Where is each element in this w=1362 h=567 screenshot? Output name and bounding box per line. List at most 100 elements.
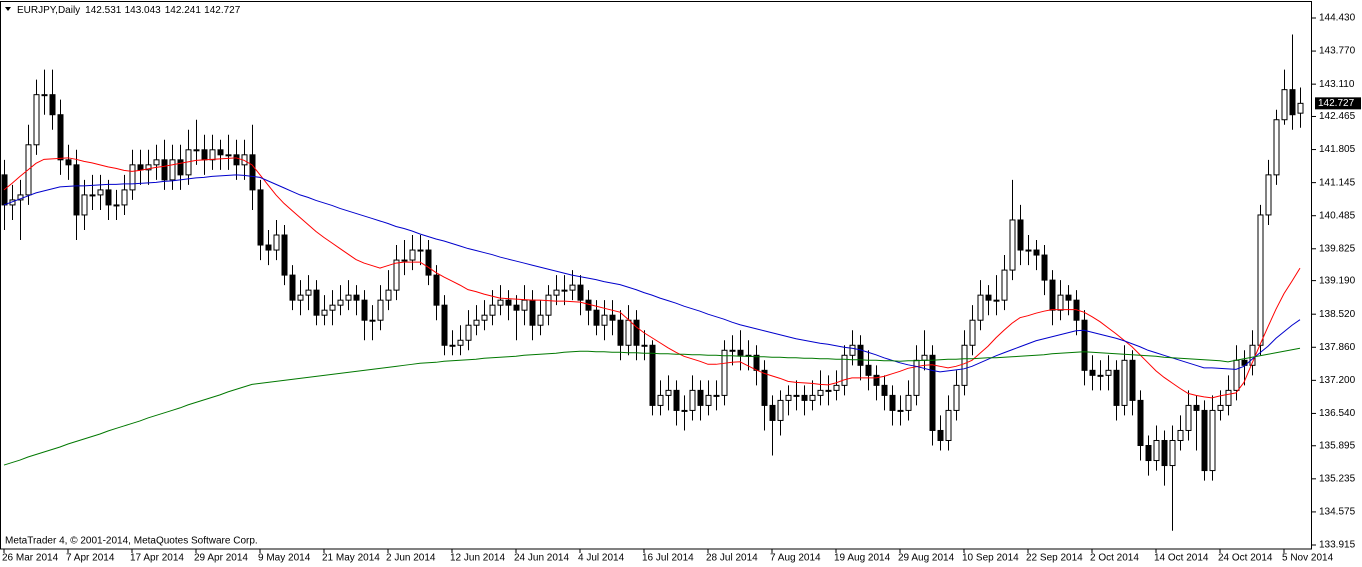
candle-body bbox=[481, 314, 488, 321]
x-tick-label: 12 Jun 2014 bbox=[450, 553, 505, 564]
y-tick-label: 137.200 bbox=[1319, 375, 1356, 386]
candle-body bbox=[865, 364, 872, 376]
candle-body bbox=[41, 94, 48, 97]
candle-body bbox=[857, 344, 864, 366]
y-tick-label: 135.235 bbox=[1319, 473, 1356, 484]
candle-body bbox=[529, 299, 536, 326]
candle-body bbox=[785, 394, 792, 401]
candle-body bbox=[953, 384, 960, 411]
candle-body bbox=[273, 234, 280, 251]
x-tick-label: 26 Mar 2014 bbox=[2, 553, 59, 564]
candle-body bbox=[217, 149, 224, 156]
current-price-label: 142.727 bbox=[1318, 98, 1355, 109]
candle-body bbox=[513, 304, 520, 311]
indicator-line bbox=[3, 347, 1301, 466]
candle-body bbox=[673, 389, 680, 411]
x-tick-label: 28 Jul 2014 bbox=[706, 553, 758, 564]
candle-body bbox=[545, 294, 552, 316]
x-tick-label: 17 Apr 2014 bbox=[130, 553, 184, 564]
candle-body bbox=[817, 389, 824, 396]
candle-body bbox=[897, 409, 904, 412]
y-tick-label: 143.770 bbox=[1319, 46, 1356, 57]
y-tick-label: 139.190 bbox=[1319, 275, 1356, 286]
candle-body bbox=[121, 189, 128, 206]
candle-body bbox=[793, 394, 800, 397]
candle-body bbox=[649, 344, 656, 406]
candle-body bbox=[81, 194, 88, 216]
x-tick-label: 14 Oct 2014 bbox=[1154, 553, 1209, 564]
candle-body bbox=[1185, 404, 1192, 431]
y-tick-label: 140.485 bbox=[1319, 210, 1356, 221]
candle-body bbox=[33, 94, 40, 146]
candle-body bbox=[825, 389, 832, 392]
candle-body bbox=[193, 149, 200, 152]
candle-body bbox=[937, 429, 944, 441]
candle-body bbox=[1089, 369, 1096, 376]
y-tick-label: 141.145 bbox=[1319, 177, 1356, 188]
candle-body bbox=[1137, 399, 1144, 447]
candle-body bbox=[913, 359, 920, 396]
candle-body bbox=[985, 294, 992, 301]
candle-body bbox=[457, 339, 464, 346]
candle-body bbox=[329, 304, 336, 311]
x-tick-label: 29 Apr 2014 bbox=[194, 553, 248, 564]
plot-frame bbox=[0, 1, 1312, 550]
candle-body bbox=[73, 164, 80, 216]
candle-body bbox=[1001, 269, 1008, 301]
candle-body bbox=[1169, 439, 1176, 467]
y-tick-label: 138.520 bbox=[1319, 309, 1356, 320]
x-tick-label: 16 Jul 2014 bbox=[642, 553, 694, 564]
candle-body bbox=[305, 289, 312, 296]
chart-header: EURJPY,Daily 142.531 143.043 142.241 142.727 bbox=[17, 5, 241, 16]
candle-body bbox=[697, 389, 704, 406]
candle-body bbox=[473, 319, 480, 326]
candle-body bbox=[609, 314, 616, 321]
candle-body bbox=[1081, 319, 1088, 371]
candle-body bbox=[1129, 359, 1136, 401]
menu-icon[interactable] bbox=[5, 7, 11, 11]
candle-body bbox=[129, 164, 136, 191]
y-tick-label: 137.860 bbox=[1319, 342, 1356, 353]
candle-body bbox=[489, 304, 496, 316]
candle-body bbox=[1177, 429, 1184, 441]
candle-body bbox=[881, 384, 888, 396]
candle-body bbox=[1201, 409, 1208, 472]
candle-body bbox=[841, 354, 848, 386]
candle-body bbox=[633, 319, 640, 346]
y-tick-label: 143.110 bbox=[1319, 79, 1355, 90]
candle-body bbox=[889, 394, 896, 411]
candle-body bbox=[153, 159, 160, 166]
candle-body bbox=[729, 349, 736, 352]
candle-body bbox=[201, 149, 208, 161]
candle-body bbox=[969, 319, 976, 346]
candle-body bbox=[353, 294, 360, 301]
x-tick-label: 19 Aug 2014 bbox=[834, 553, 891, 564]
candle-body bbox=[561, 289, 568, 292]
candle-body bbox=[1065, 294, 1072, 301]
x-tick-label: 4 Jul 2014 bbox=[578, 553, 625, 564]
candle-body bbox=[361, 299, 368, 321]
candle-body bbox=[249, 154, 256, 191]
candle-body bbox=[209, 149, 216, 161]
candle-body bbox=[1217, 404, 1224, 411]
candle-body bbox=[345, 294, 352, 301]
y-tick-label: 135.895 bbox=[1319, 440, 1356, 451]
candle-body bbox=[1225, 389, 1232, 406]
candle-body bbox=[601, 314, 608, 326]
y-tick-label: 133.915 bbox=[1319, 540, 1356, 551]
candle-body bbox=[113, 204, 120, 207]
x-tick-label: 2 Jun 2014 bbox=[386, 553, 436, 564]
candle-body bbox=[441, 304, 448, 346]
candle-body bbox=[449, 344, 456, 347]
x-tick-label: 7 Apr 2014 bbox=[66, 553, 115, 564]
candle-body bbox=[625, 319, 632, 346]
candle-body bbox=[809, 394, 816, 401]
y-tick-label: 144.430 bbox=[1319, 13, 1356, 24]
x-tick-label: 10 Sep 2014 bbox=[962, 553, 1019, 564]
candle-body bbox=[401, 259, 408, 262]
candle-body bbox=[313, 289, 320, 316]
candle-body bbox=[1161, 439, 1168, 467]
candle-body bbox=[769, 404, 776, 421]
